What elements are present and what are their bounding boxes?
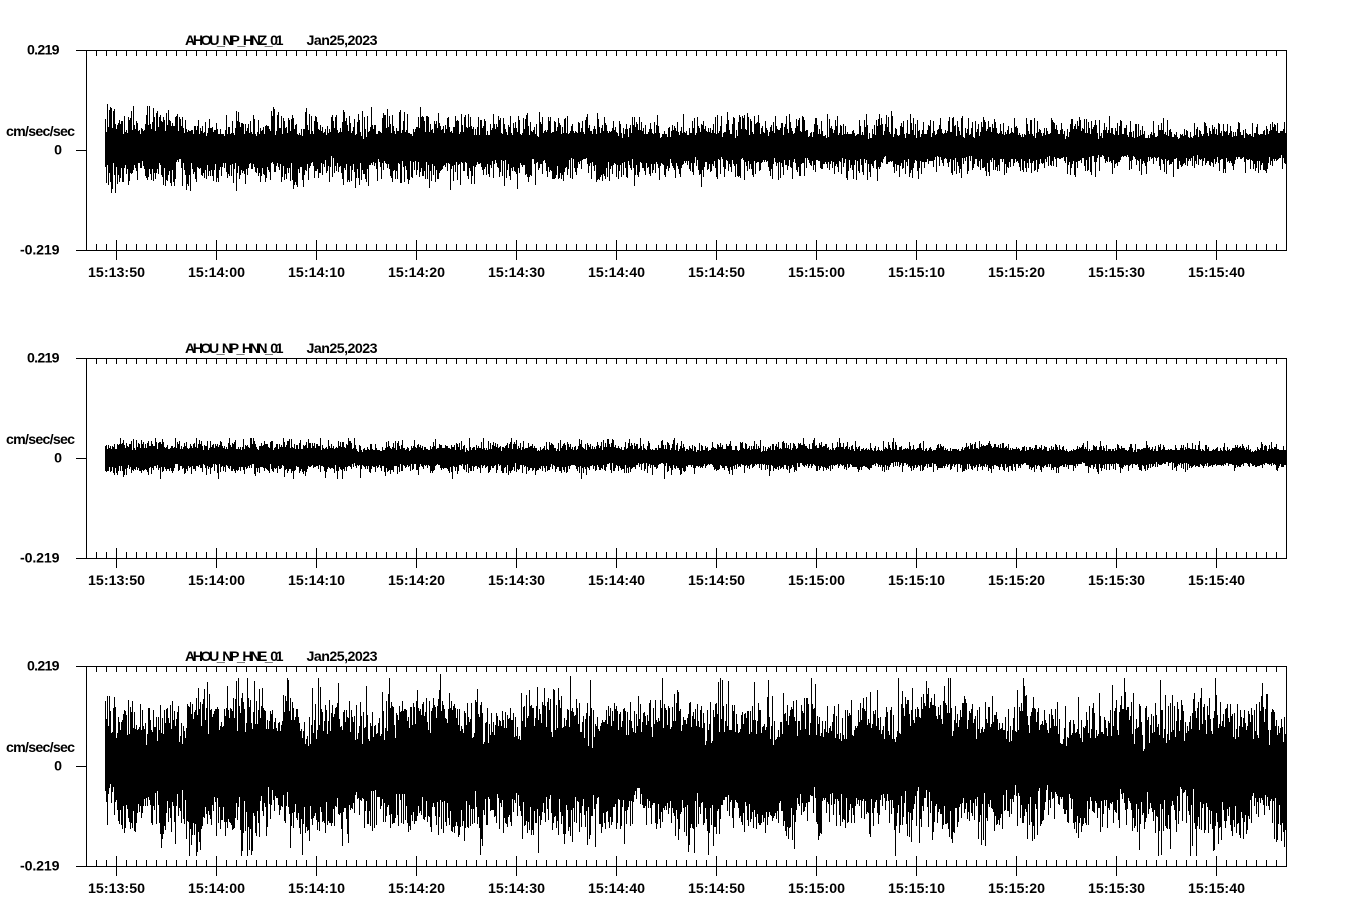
svg-text:-0.219: -0.219 xyxy=(20,859,60,875)
svg-text:cm/sec/sec: cm/sec/sec xyxy=(6,124,75,140)
svg-text:15:15:00: 15:15:00 xyxy=(788,573,845,589)
svg-text:15:14:30: 15:14:30 xyxy=(488,573,545,589)
svg-text:15:13:50: 15:13:50 xyxy=(88,881,145,897)
svg-text:15:15:20: 15:15:20 xyxy=(988,881,1045,897)
svg-text:0: 0 xyxy=(54,451,62,467)
svg-text:15:14:40: 15:14:40 xyxy=(588,573,645,589)
svg-text:15:13:50: 15:13:50 xyxy=(88,265,145,281)
svg-text:15:15:30: 15:15:30 xyxy=(1088,573,1145,589)
svg-text:15:14:00: 15:14:00 xyxy=(188,573,245,589)
svg-text:15:14:00: 15:14:00 xyxy=(188,881,245,897)
svg-text:0: 0 xyxy=(54,143,62,159)
svg-text:AHOU_NP_HNZ_01: AHOU_NP_HNZ_01 xyxy=(185,33,284,49)
svg-text:Jan25,2023: Jan25,2023 xyxy=(307,341,378,357)
svg-text:15:15:40: 15:15:40 xyxy=(1188,881,1245,897)
svg-text:-0.219: -0.219 xyxy=(20,243,60,259)
svg-text:15:15:30: 15:15:30 xyxy=(1088,265,1145,281)
svg-text:0.219: 0.219 xyxy=(27,351,60,367)
svg-text:Jan25,2023: Jan25,2023 xyxy=(307,33,378,49)
svg-text:15:13:50: 15:13:50 xyxy=(88,573,145,589)
svg-text:15:15:10: 15:15:10 xyxy=(888,881,945,897)
svg-text:15:15:20: 15:15:20 xyxy=(988,573,1045,589)
svg-text:-0.219: -0.219 xyxy=(20,551,60,567)
svg-text:15:15:00: 15:15:00 xyxy=(788,881,845,897)
svg-text:15:15:30: 15:15:30 xyxy=(1088,881,1145,897)
svg-text:15:15:20: 15:15:20 xyxy=(988,265,1045,281)
svg-text:15:14:30: 15:14:30 xyxy=(488,265,545,281)
svg-text:15:14:10: 15:14:10 xyxy=(288,265,345,281)
svg-text:Jan25,2023: Jan25,2023 xyxy=(307,649,378,665)
svg-text:0: 0 xyxy=(54,759,62,775)
svg-text:cm/sec/sec: cm/sec/sec xyxy=(6,740,75,756)
svg-text:15:14:10: 15:14:10 xyxy=(288,573,345,589)
svg-text:15:15:00: 15:15:00 xyxy=(788,265,845,281)
svg-text:15:15:40: 15:15:40 xyxy=(1188,573,1245,589)
svg-text:AHOU_NP_HNN_01: AHOU_NP_HNN_01 xyxy=(185,341,284,357)
svg-text:cm/sec/sec: cm/sec/sec xyxy=(6,432,75,448)
svg-text:15:14:20: 15:14:20 xyxy=(388,265,445,281)
svg-text:15:14:40: 15:14:40 xyxy=(588,881,645,897)
svg-text:15:14:50: 15:14:50 xyxy=(688,573,745,589)
svg-text:0.219: 0.219 xyxy=(27,659,60,675)
svg-text:0.219: 0.219 xyxy=(27,43,60,59)
svg-text:AHOU_NP_HNE_01: AHOU_NP_HNE_01 xyxy=(185,649,284,665)
svg-text:15:15:40: 15:15:40 xyxy=(1188,265,1245,281)
svg-text:15:14:30: 15:14:30 xyxy=(488,881,545,897)
svg-text:15:14:10: 15:14:10 xyxy=(288,881,345,897)
svg-text:15:14:50: 15:14:50 xyxy=(688,265,745,281)
svg-text:15:15:10: 15:15:10 xyxy=(888,265,945,281)
svg-text:15:14:20: 15:14:20 xyxy=(388,881,445,897)
svg-text:15:14:40: 15:14:40 xyxy=(588,265,645,281)
svg-text:15:14:50: 15:14:50 xyxy=(688,881,745,897)
svg-text:15:15:10: 15:15:10 xyxy=(888,573,945,589)
svg-text:15:14:20: 15:14:20 xyxy=(388,573,445,589)
svg-text:15:14:00: 15:14:00 xyxy=(188,265,245,281)
